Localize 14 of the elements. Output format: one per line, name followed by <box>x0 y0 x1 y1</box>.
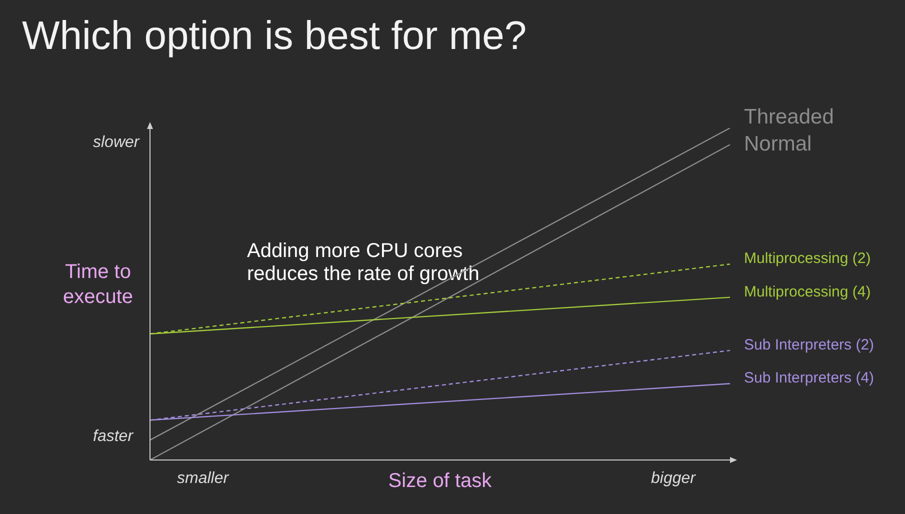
series-label: Multiprocessing (4) <box>744 283 871 300</box>
series-label: Threaded <box>744 105 834 128</box>
series-label: Sub Interpreters (2) <box>744 336 874 354</box>
annotation: slower <box>93 134 140 152</box>
annotation: faster <box>93 428 134 446</box>
text: smaller <box>177 470 229 488</box>
series-label: Normal <box>744 132 812 156</box>
text: bigger <box>651 470 696 488</box>
series-label: Multiprocessing (2) <box>744 250 871 268</box>
x-axis-title: Size of task <box>388 470 492 492</box>
y-axis-title: Time to execute <box>62 260 134 310</box>
series-label: Sub Interpreters (4) <box>744 370 874 387</box>
chart-title: Which option is best for me? <box>22 14 527 59</box>
annotation: Adding more CPU cores reduces the rate of growth <box>247 240 480 286</box>
